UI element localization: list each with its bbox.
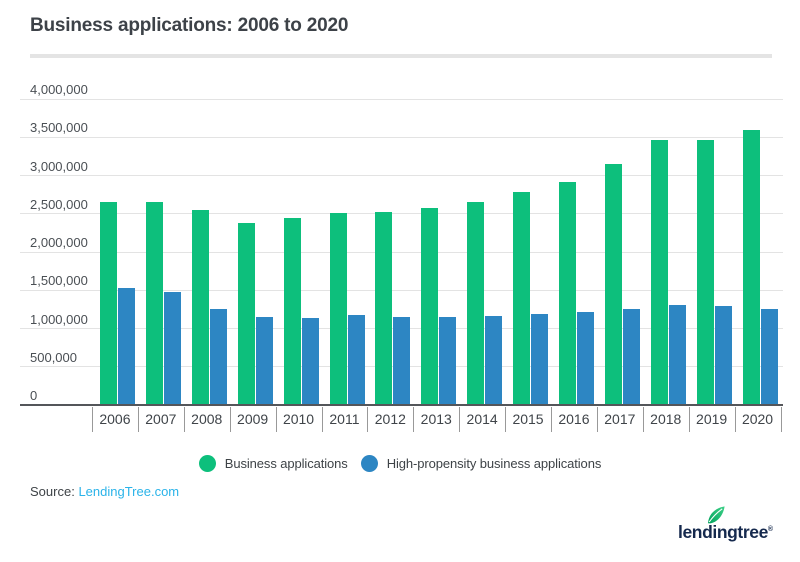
y-axis-label: 1,500,000 <box>30 273 88 289</box>
title-divider <box>30 54 772 58</box>
x-axis-line <box>20 404 783 406</box>
x-axis-label-2006: 2006 <box>99 411 131 427</box>
legend-item: High-propensity business applications <box>360 455 602 472</box>
x-axis-label-2007: 2007 <box>145 411 177 427</box>
x-axis-label-2020: 2020 <box>741 411 774 427</box>
bar-high-propensity-2007 <box>163 291 181 405</box>
source-label: Source: <box>30 484 75 499</box>
y-axis-label: 2,000,000 <box>30 235 88 250</box>
x-axis-label-2017: 2017 <box>604 411 636 427</box>
bar-high-propensity-2020 <box>760 309 778 405</box>
bar-business-applications-2011 <box>329 212 347 405</box>
bar-high-propensity-2008 <box>209 308 227 405</box>
bar-high-propensity-2014 <box>485 316 503 405</box>
legend-label: High-propensity business applications <box>386 456 602 471</box>
y-axis-label: 2,500,000 <box>30 196 88 212</box>
gridline <box>20 175 783 176</box>
bar-high-propensity-2009 <box>255 317 273 405</box>
bar-business-applications-2010 <box>283 218 301 405</box>
x-axis-label-2013: 2013 <box>420 411 452 427</box>
gridline <box>20 136 783 138</box>
bar-high-propensity-2012 <box>393 317 411 405</box>
bar-high-propensity-2015 <box>531 313 549 405</box>
x-axis-separator <box>413 406 415 432</box>
x-axis-separator <box>275 406 277 432</box>
x-axis-separator <box>780 406 782 432</box>
registered-mark: ® <box>767 526 774 534</box>
x-axis-label-2019: 2019 <box>696 411 728 427</box>
source-link[interactable]: LendingTree.com <box>78 484 180 499</box>
x-axis-label-2016: 2016 <box>558 411 590 427</box>
x-axis-separator <box>137 406 139 432</box>
x-axis-label-2014: 2014 <box>466 411 498 427</box>
chart-legend: Business applications High-propensity bus… <box>0 455 800 472</box>
bar-high-propensity-2017 <box>622 308 640 405</box>
gridline <box>20 213 783 215</box>
bar-business-applications-2006 <box>100 202 117 405</box>
bar-chart: 0 500,000 1,000,000 1,500,000 2,000,000 2,500… <box>0 60 800 440</box>
x-axis-label-2011: 2011 <box>329 411 360 427</box>
x-axis-separator <box>642 406 644 432</box>
x-axis-label-2012: 2012 <box>374 411 406 427</box>
x-axis-separator <box>367 406 369 432</box>
x-axis-label-2015: 2015 <box>512 411 544 427</box>
x-axis-separator <box>596 406 598 432</box>
bar-business-applications-2014 <box>467 201 485 405</box>
bar-high-propensity-2013 <box>439 317 457 405</box>
bar-business-applications-2019 <box>696 140 714 405</box>
bar-high-propensity-2011 <box>347 315 365 405</box>
x-axis-separator <box>459 406 461 432</box>
legend-dot-icon <box>198 455 216 472</box>
x-axis-label-2009: 2009 <box>237 411 269 427</box>
bar-high-propensity-2006 <box>118 287 135 405</box>
gridline <box>20 98 783 100</box>
bar-business-applications-2013 <box>421 208 439 405</box>
x-axis-label-2008: 2008 <box>191 411 223 427</box>
x-axis-separator <box>734 406 736 432</box>
legend-dot-icon <box>360 455 378 472</box>
source-row: Source: LendingTree.com <box>30 484 179 499</box>
x-axis-separator <box>688 406 690 432</box>
y-axis-label: 3,500,000 <box>30 120 88 136</box>
legend-label: Business applications <box>224 456 348 471</box>
legend-item: Business applications <box>198 455 348 472</box>
bar-business-applications-2016 <box>559 181 576 405</box>
bar-high-propensity-2019 <box>714 306 732 405</box>
x-axis-label-2018: 2018 <box>650 411 682 427</box>
gridline <box>20 251 783 253</box>
bar-business-applications-2007 <box>145 201 163 405</box>
x-axis-separator <box>183 406 185 432</box>
x-axis-separator <box>321 406 323 432</box>
bar-business-applications-2015 <box>513 192 531 405</box>
bar-business-applications-2017 <box>604 164 622 405</box>
bar-high-propensity-2018 <box>668 304 686 405</box>
y-axis-label: 1,000,000 <box>30 311 88 327</box>
bar-business-applications-2012 <box>375 212 393 405</box>
bar-high-propensity-2010 <box>301 317 319 405</box>
lendingtree-logo: lendingtree® <box>678 506 778 546</box>
bar-business-applications-2018 <box>650 140 668 405</box>
y-axis-label: 4,000,000 <box>30 82 88 97</box>
bar-high-propensity-2016 <box>577 311 594 405</box>
x-axis-separator <box>505 406 507 432</box>
bar-business-applications-2020 <box>742 129 760 405</box>
bar-business-applications-2009 <box>237 222 255 405</box>
page-title: Business applications: 2006 to 2020 <box>30 15 349 36</box>
x-axis-separator <box>551 406 552 432</box>
gridline <box>20 289 783 291</box>
x-axis-separator <box>229 406 231 432</box>
y-axis-label: 0 <box>30 388 38 403</box>
y-axis-label: 3,000,000 <box>30 158 88 174</box>
y-axis-label: 500,000 <box>30 349 77 365</box>
logo-text: lendingtree® <box>678 522 774 542</box>
bar-business-applications-2008 <box>191 209 209 405</box>
x-axis-label-2010: 2010 <box>282 411 315 427</box>
leaf-icon <box>708 506 725 524</box>
x-axis-separator <box>92 406 93 432</box>
